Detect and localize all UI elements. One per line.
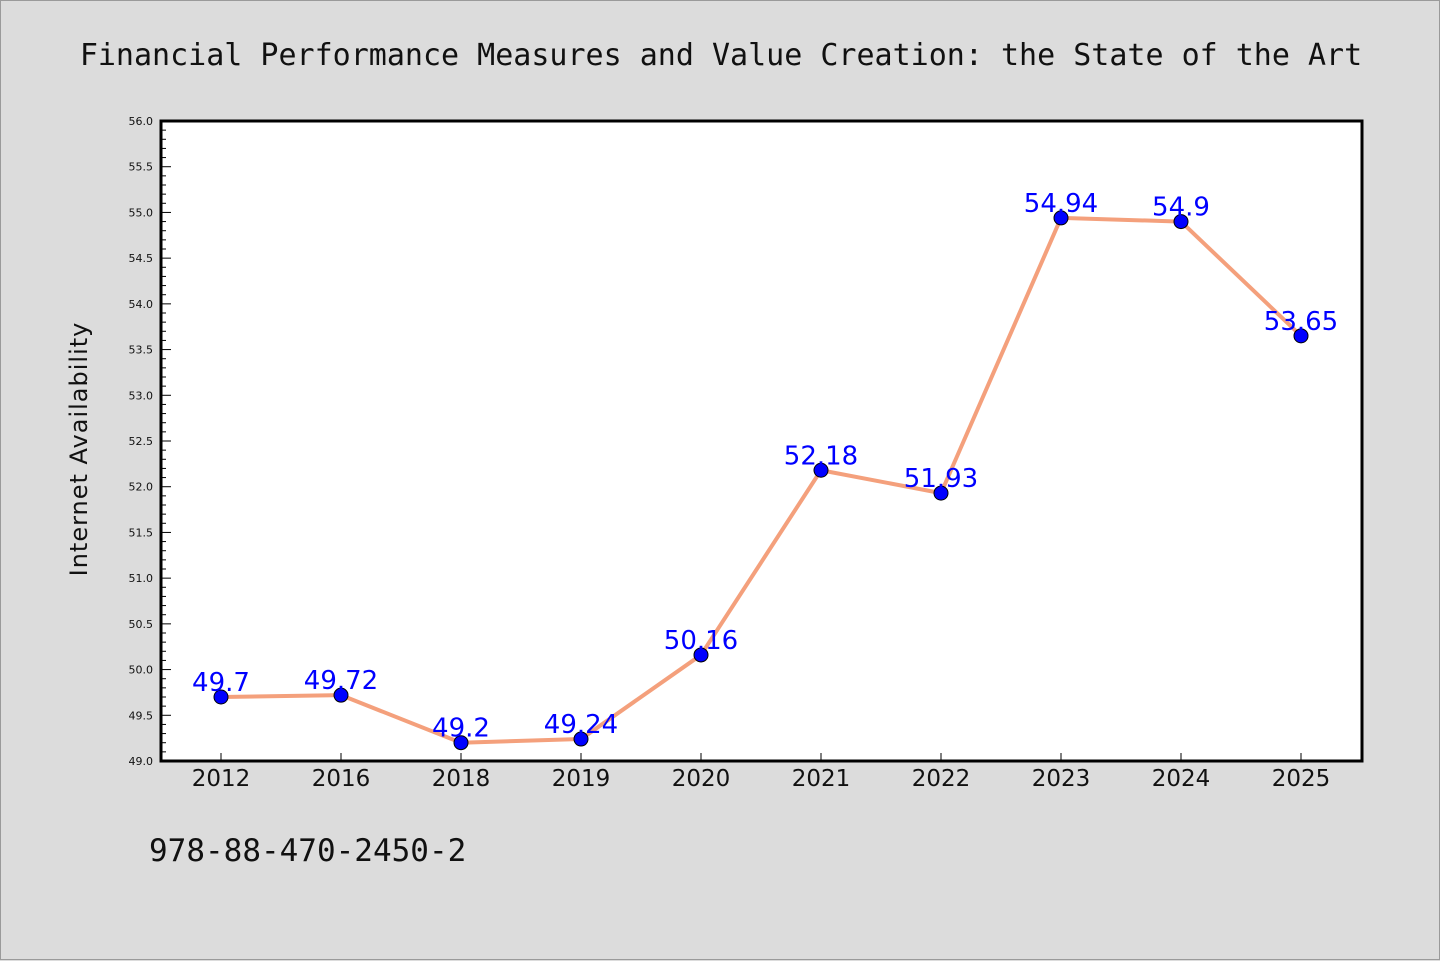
data-label: 53.65 bbox=[1264, 307, 1338, 337]
data-point bbox=[1053, 210, 1069, 226]
data-point bbox=[213, 689, 229, 705]
data-label: 54.94 bbox=[1024, 189, 1098, 219]
x-tick-label: 2022 bbox=[912, 766, 971, 792]
data-point bbox=[813, 462, 829, 478]
x-tick-label: 2024 bbox=[1152, 766, 1211, 792]
data-point bbox=[573, 731, 589, 747]
footer-code: 978-88-470-2450-2 bbox=[149, 833, 467, 869]
data-label: 49.2 bbox=[432, 714, 490, 744]
y-tick-label: 54.0 bbox=[129, 298, 154, 311]
y-tick-label: 51.5 bbox=[129, 526, 154, 539]
data-point bbox=[1173, 214, 1189, 230]
x-tick-label: 2020 bbox=[672, 766, 731, 792]
data-point bbox=[333, 687, 349, 703]
x-tick-label: 2018 bbox=[432, 766, 491, 792]
x-axis: 2012 2016 2018 2019 2020 2021 2022 2023 2024 2025 bbox=[192, 753, 1331, 792]
y-tick-label: 50.5 bbox=[129, 618, 154, 631]
y-axis-label: Internet Availability bbox=[65, 322, 93, 577]
series-line bbox=[219, 215, 1303, 745]
y-tick-label: 52.0 bbox=[129, 481, 154, 494]
y-tick-label: 52.5 bbox=[129, 435, 154, 448]
data-label: 49.7 bbox=[192, 668, 250, 698]
x-tick-label: 2023 bbox=[1032, 766, 1091, 792]
data-label: 49.72 bbox=[304, 666, 378, 696]
y-tick-label: 53.0 bbox=[129, 389, 154, 402]
data-label: 50.16 bbox=[664, 626, 738, 656]
x-tick-label: 2012 bbox=[192, 766, 251, 792]
x-tick-label: 2021 bbox=[792, 766, 851, 792]
data-point bbox=[453, 735, 469, 751]
data-point bbox=[693, 647, 709, 663]
y-tick-label: 55.5 bbox=[129, 161, 154, 174]
data-label: 52.18 bbox=[784, 441, 858, 471]
data-point bbox=[1293, 328, 1309, 344]
plot-area bbox=[159, 119, 1364, 763]
x-tick-label: 2019 bbox=[552, 766, 611, 792]
y-axis: 49.0 49.5 50.0 50.5 51.0 51.5 52.0 52.5 53.0 53.5… bbox=[129, 115, 171, 768]
data-label: 49.24 bbox=[544, 710, 618, 740]
data-label: 51.93 bbox=[904, 464, 978, 494]
y-tick-label: 54.5 bbox=[129, 252, 154, 265]
x-tick-label: 2016 bbox=[312, 766, 371, 792]
data-point bbox=[933, 485, 949, 501]
y-tick-label: 50.0 bbox=[129, 664, 154, 677]
y-tick-label: 56.0 bbox=[129, 115, 154, 128]
chart-title: Financial Performance Measures and Value… bbox=[80, 38, 1362, 73]
y-tick-label: 51.0 bbox=[129, 572, 154, 585]
series-group: 49.7 49.72 49.2 49.24 50.16 52.18 51.93 54.94 54… bbox=[192, 189, 1338, 751]
y-tick-label: 49.0 bbox=[129, 755, 154, 768]
y-tick-label: 55.0 bbox=[129, 206, 154, 219]
y-tick-label: 53.5 bbox=[129, 344, 154, 357]
data-label: 54.9 bbox=[1152, 193, 1210, 223]
x-tick-label: 2025 bbox=[1272, 766, 1331, 792]
y-tick-label: 49.5 bbox=[129, 709, 154, 722]
